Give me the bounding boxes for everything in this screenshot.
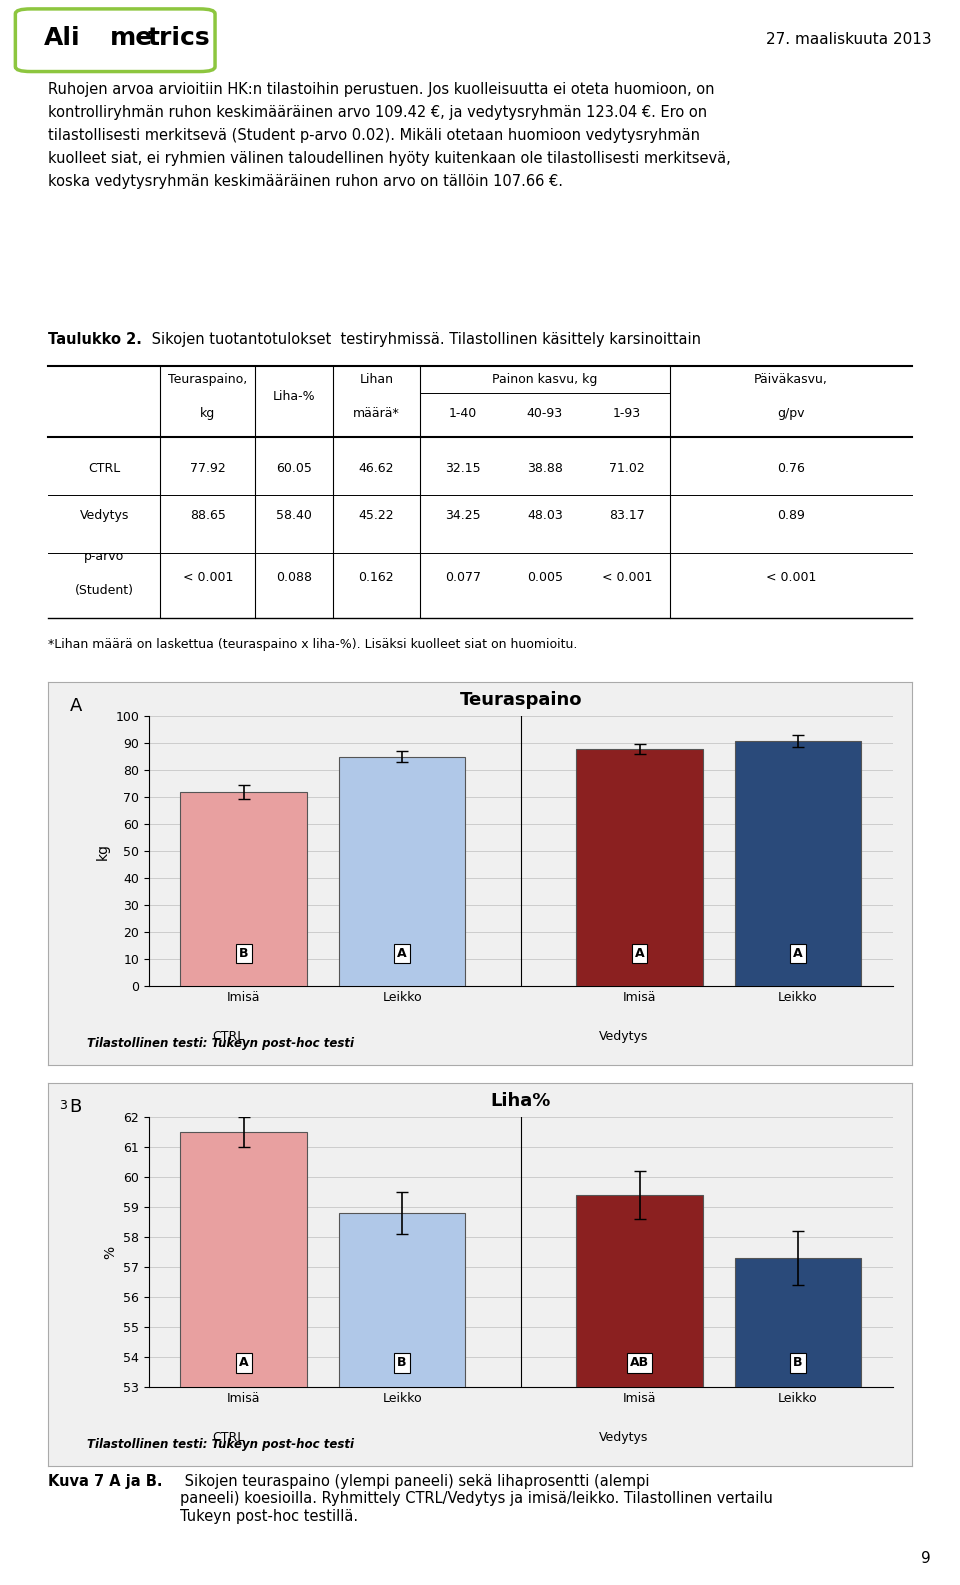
Bar [180, 1132, 307, 1387]
Text: < 0.001: < 0.001 [182, 571, 233, 583]
Text: 58.40: 58.40 [276, 509, 312, 523]
Y-axis label: %: % [104, 1246, 117, 1258]
Text: A: A [239, 1357, 249, 1369]
Text: Ali: Ali [44, 27, 81, 51]
Text: B: B [70, 1098, 82, 1116]
Text: 38.88: 38.88 [527, 461, 563, 474]
Text: määrä*: määrä* [353, 407, 399, 420]
Text: 0.162: 0.162 [358, 571, 395, 583]
Text: Sikojen tuotantotulokset  testiryhmissä. Tilastollinen käsittely karsinoittain: Sikojen tuotantotulokset testiryhmissä. … [148, 331, 702, 347]
Text: A: A [70, 697, 82, 715]
Text: 0.077: 0.077 [444, 571, 481, 583]
Bar [339, 756, 466, 986]
Text: Vedytys: Vedytys [80, 509, 129, 523]
Text: 45.22: 45.22 [358, 509, 395, 523]
Text: 88.65: 88.65 [190, 509, 226, 523]
Text: Sikojen teuraspaino (ylempi paneeli) sekä lihaprosentti (alempi
paneeli) koesioi: Sikojen teuraspaino (ylempi paneeli) sek… [180, 1474, 773, 1523]
Text: Liha-%: Liha-% [273, 390, 316, 403]
Text: g/pv: g/pv [778, 407, 804, 420]
Text: B: B [397, 1357, 407, 1369]
Text: 3: 3 [60, 1098, 67, 1113]
Text: 46.62: 46.62 [359, 461, 394, 474]
Bar [576, 748, 703, 986]
Text: 0.76: 0.76 [777, 461, 805, 474]
Text: Vedytys: Vedytys [599, 1030, 648, 1043]
Text: A: A [397, 946, 407, 961]
Text: (Student): (Student) [75, 585, 133, 598]
Text: 48.03: 48.03 [527, 509, 563, 523]
Bar [734, 740, 861, 986]
Text: 1-40: 1-40 [448, 407, 477, 420]
Text: 0.005: 0.005 [527, 571, 563, 583]
Text: < 0.001: < 0.001 [766, 571, 816, 583]
Text: Painon kasvu, kg: Painon kasvu, kg [492, 372, 597, 387]
Text: < 0.001: < 0.001 [602, 571, 652, 583]
Text: CTRL: CTRL [88, 461, 120, 474]
Text: 77.92: 77.92 [190, 461, 226, 474]
Text: Päiväkasvu,: Päiväkasvu, [755, 372, 828, 387]
Text: B: B [239, 946, 249, 961]
Text: Kuva 7 A ja B.: Kuva 7 A ja B. [48, 1474, 162, 1488]
Text: 27. maaliskuuta 2013: 27. maaliskuuta 2013 [765, 32, 931, 48]
Bar [180, 792, 307, 986]
Text: A: A [793, 946, 803, 961]
Text: 40-93: 40-93 [527, 407, 563, 420]
Text: *Lihan määrä on laskettua (teuraspaino x liha-%). Lisäksi kuolleet siat on huomi: *Lihan määrä on laskettua (teuraspaino x… [48, 639, 577, 651]
Bar [339, 1213, 466, 1387]
Bar [576, 1195, 703, 1387]
Text: 83.17: 83.17 [609, 509, 645, 523]
Text: 9: 9 [922, 1550, 931, 1566]
Title: Teuraspaino: Teuraspaino [460, 691, 582, 710]
Text: Lihan: Lihan [359, 372, 394, 387]
Y-axis label: kg: kg [96, 843, 109, 859]
Text: Tilastollinen testi: Tukeyn post-hoc testi: Tilastollinen testi: Tukeyn post-hoc tes… [86, 1037, 354, 1049]
Text: 0.89: 0.89 [777, 509, 805, 523]
Text: Taulukko 2.: Taulukko 2. [48, 331, 142, 347]
Text: Vedytys: Vedytys [599, 1431, 648, 1444]
Text: B: B [793, 1357, 803, 1369]
Text: Teuraspaino,: Teuraspaino, [168, 372, 248, 387]
Text: 1-93: 1-93 [612, 407, 641, 420]
Text: A: A [635, 946, 644, 961]
Text: Ruhojen arvoa arvioitiin HK:n tilastoihin perustuen. Jos kuolleisuutta ei oteta : Ruhojen arvoa arvioitiin HK:n tilastoihi… [48, 82, 731, 189]
Text: CTRL: CTRL [212, 1431, 244, 1444]
Text: kg: kg [201, 407, 215, 420]
Text: 0.088: 0.088 [276, 571, 312, 583]
Bar [734, 1258, 861, 1387]
Text: Tilastollinen testi: Tukeyn post-hoc testi: Tilastollinen testi: Tukeyn post-hoc tes… [86, 1438, 354, 1450]
Text: 32.15: 32.15 [444, 461, 481, 474]
Text: AB: AB [630, 1357, 649, 1369]
Text: CTRL: CTRL [212, 1030, 244, 1043]
Text: me: me [109, 27, 153, 51]
Text: 60.05: 60.05 [276, 461, 312, 474]
Text: 34.25: 34.25 [444, 509, 481, 523]
Text: trics: trics [148, 27, 210, 51]
Text: 71.02: 71.02 [609, 461, 645, 474]
Title: Liha%: Liha% [491, 1092, 551, 1111]
Text: p-arvo: p-arvo [84, 550, 124, 563]
